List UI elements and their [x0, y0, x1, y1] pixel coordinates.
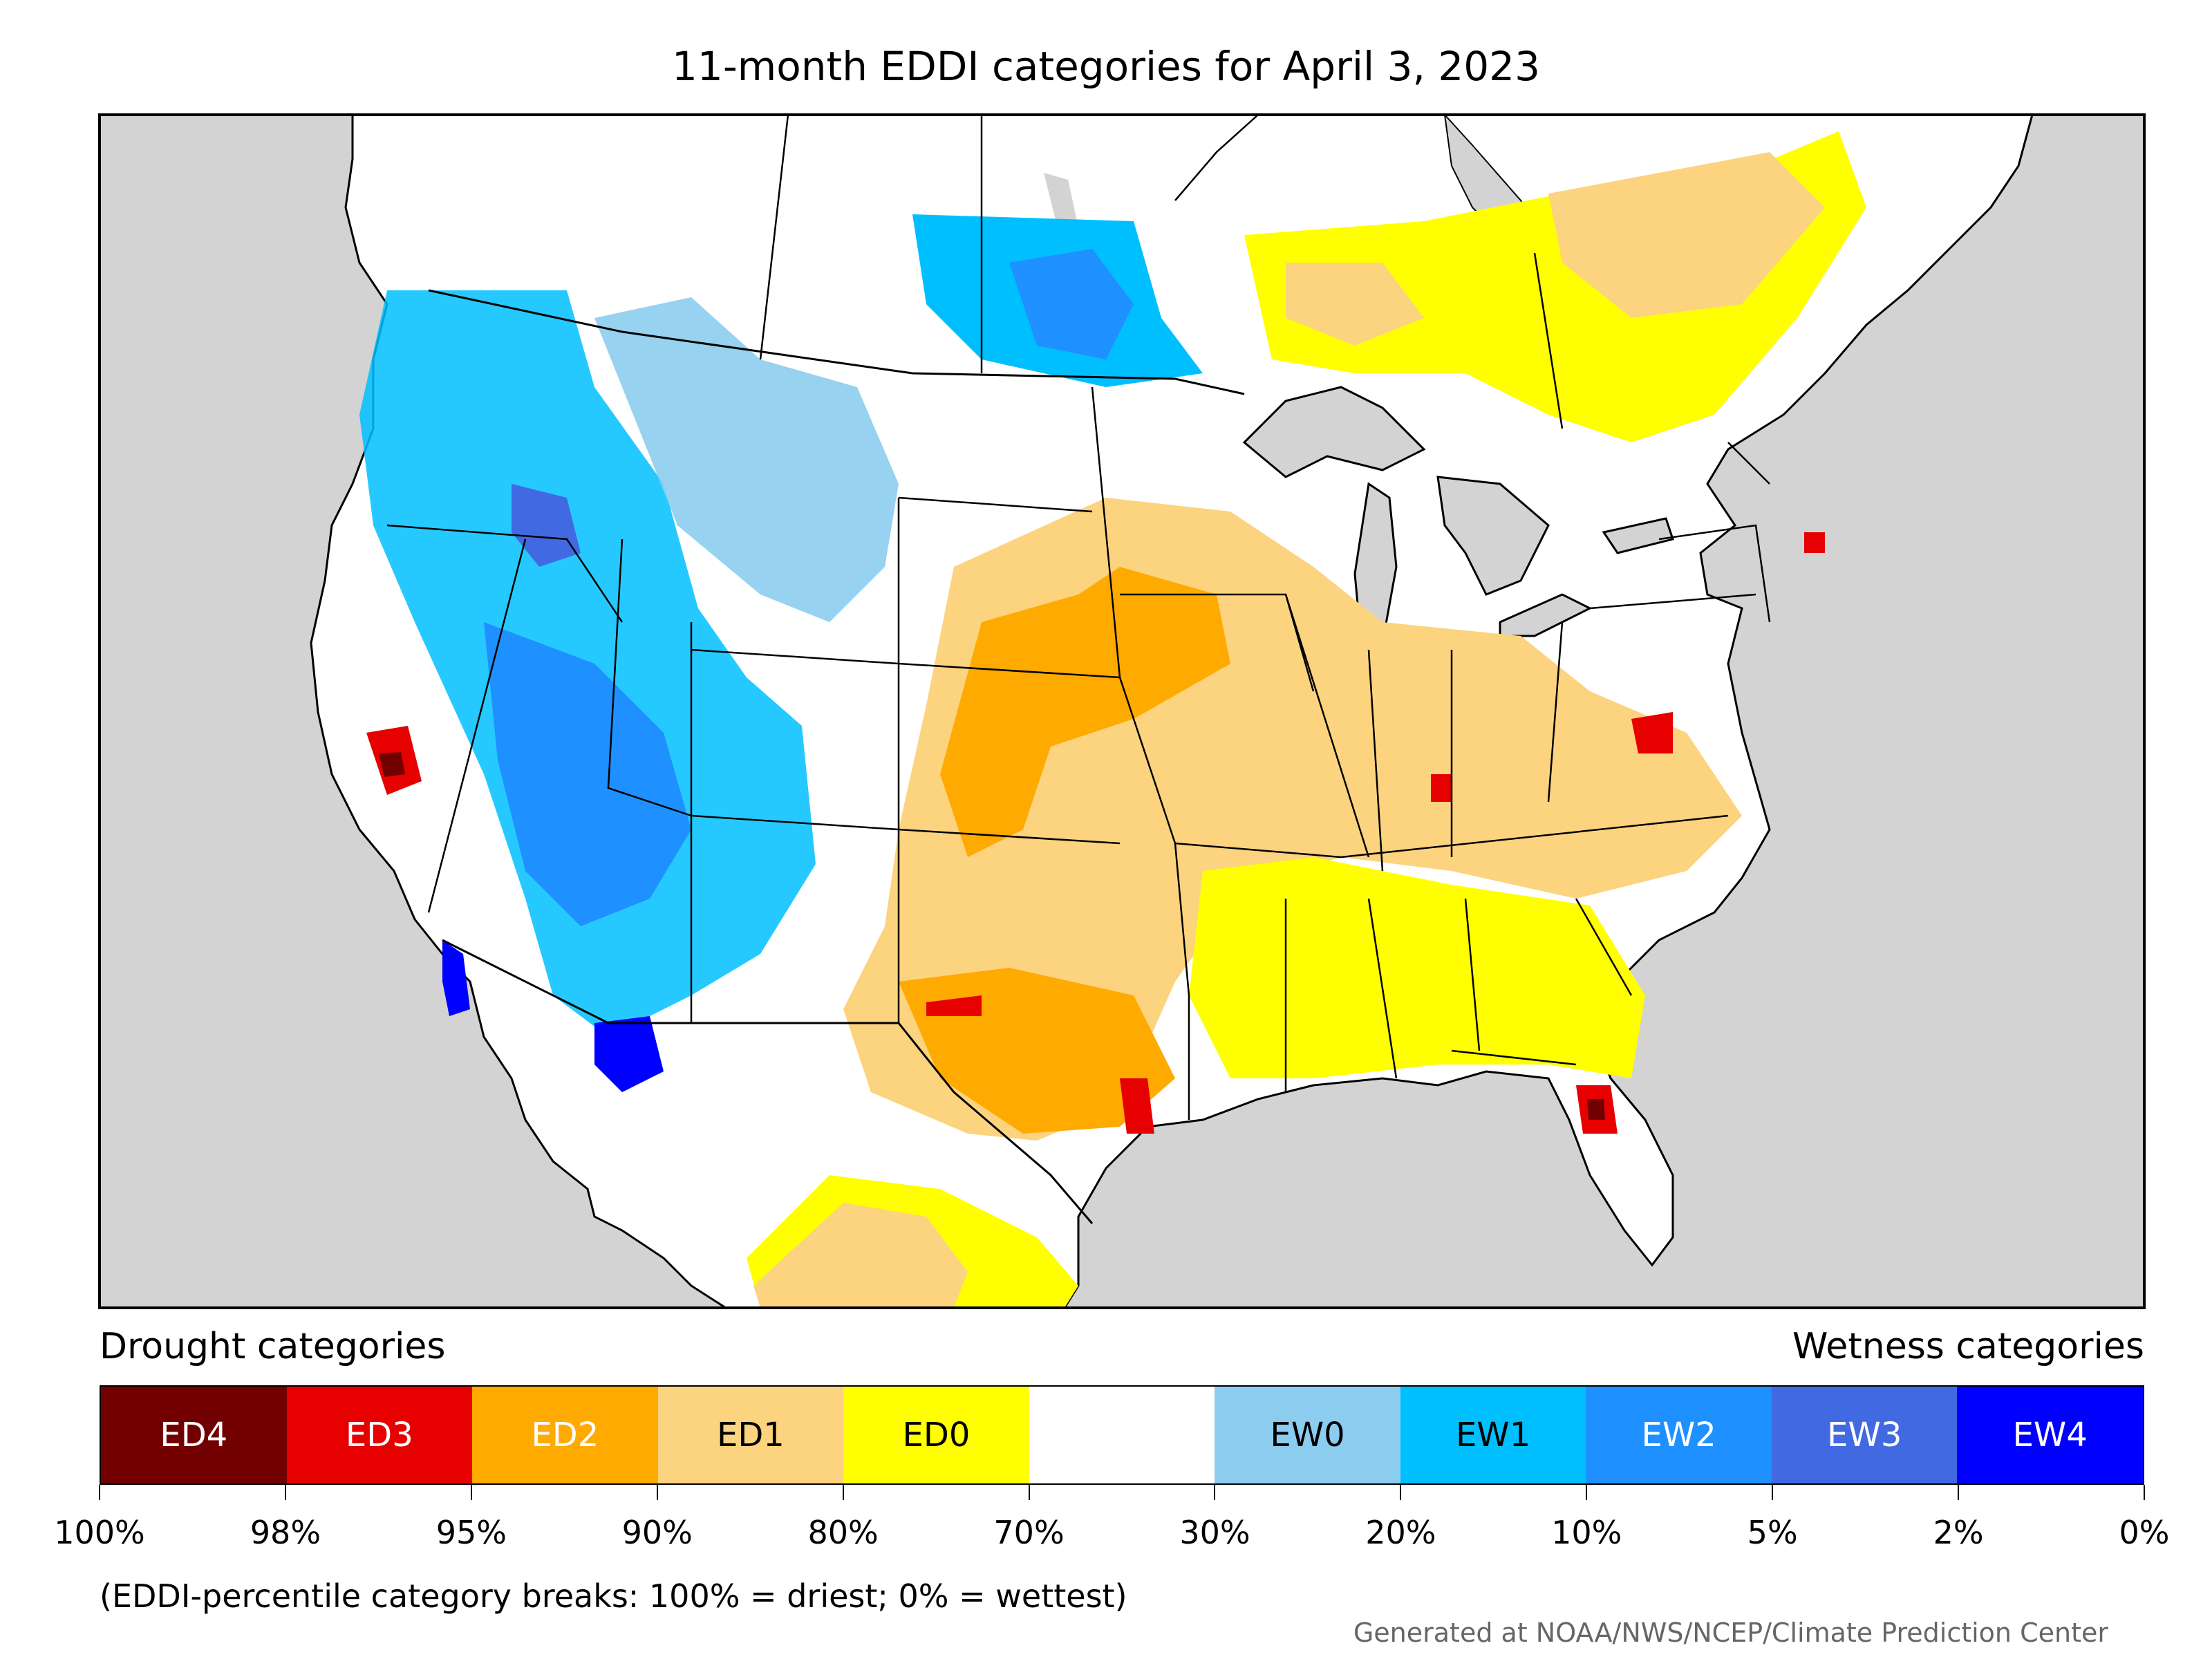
legend-tick-label: 70%: [993, 1514, 1065, 1551]
legend-tick: [470, 1485, 472, 1500]
us-mexico-border: [442, 939, 1094, 1224]
legend-tick: [1028, 1485, 1030, 1500]
legend-swatch: [1029, 1387, 1215, 1483]
legend-swatch: ED0: [843, 1387, 1029, 1483]
legend-tick: [284, 1485, 286, 1500]
legend-tick-label: 98%: [250, 1514, 321, 1551]
legend-tick: [1214, 1485, 1216, 1500]
map-frame: [98, 113, 2146, 1309]
region-ew3-oregon: [512, 484, 581, 567]
boundaries: [386, 114, 1771, 1224]
legend-swatch: EW1: [1400, 1387, 1586, 1483]
legend-tick: [99, 1485, 100, 1500]
wetness-categories-heading: Wetness categories: [1792, 1326, 2144, 1367]
legend-tick-label: 20%: [1365, 1514, 1436, 1551]
legend-tick-label: 5%: [1747, 1514, 1798, 1551]
region-ed3-kentucky: [1431, 774, 1452, 802]
canada-province-borders: [759, 114, 1770, 485]
legend-swatch: ED3: [286, 1387, 473, 1483]
region-ew4-arizona: [594, 1016, 664, 1092]
region-ed3-virginia: [1631, 712, 1673, 753]
legend-tick-label: 80%: [807, 1514, 879, 1551]
legend-tick: [656, 1485, 658, 1500]
legend-tick-label: 30%: [1179, 1514, 1250, 1551]
credit-line: Generated at NOAA/NWS/NCEP/Climate Predi…: [1353, 1618, 2108, 1648]
legend-swatch: EW2: [1586, 1387, 1772, 1483]
lake-superior: [1242, 386, 1426, 478]
region-ew2-basin: [484, 622, 691, 926]
region-ew0-west: [594, 297, 899, 622]
eddi-regions: [359, 131, 1866, 1308]
legend-tick-label: 2%: [1933, 1514, 1984, 1551]
region-ed0-east: [1189, 857, 1645, 1078]
legend-swatch: ED1: [657, 1387, 844, 1483]
region-ew4-bc: [442, 940, 470, 1016]
us-canada-border: [428, 289, 1245, 395]
legend-tick-label: 90%: [621, 1514, 693, 1551]
legend-tick-label: 95%: [435, 1514, 507, 1551]
legend-tick-label: 100%: [54, 1514, 145, 1551]
legend-tick: [2144, 1485, 2145, 1500]
legend-tick-label: 0%: [2119, 1514, 2170, 1551]
legend-tick: [1958, 1485, 1960, 1500]
legend-swatch: EW0: [1215, 1387, 1400, 1483]
lake-ontario: [1602, 517, 1674, 554]
legend-swatch: EW3: [1771, 1387, 1958, 1483]
legend-tick: [1586, 1485, 1588, 1500]
region-ed4-florida: [1587, 1099, 1605, 1120]
lake-huron: [1436, 476, 1550, 596]
region-ed4-california: [379, 752, 405, 777]
legend-tick-label: 10%: [1551, 1514, 1622, 1551]
region-ed1-mexico: [753, 1203, 968, 1308]
drought-categories-heading: Drought categories: [100, 1326, 446, 1367]
region-ed1-canada: [1286, 152, 1825, 346]
legend-swatch: ED4: [101, 1387, 287, 1483]
legend-tick: [842, 1485, 844, 1500]
region-ed3-texas: [926, 995, 1154, 1134]
legend-tick: [1400, 1485, 1402, 1500]
region-ew2-canada: [1009, 249, 1134, 359]
legend-swatch: ED2: [472, 1387, 658, 1483]
legend-colorbar: ED4 ED3 ED2 ED1 ED0 EW0 EW1 EW2 EW3 EW4: [100, 1385, 2144, 1485]
region-ed3-massachusetts: [1804, 532, 1825, 553]
legend-swatch: EW4: [1957, 1387, 2144, 1483]
map-title: 11-month EDDI categories for April 3, 20…: [672, 43, 1540, 90]
region-ed2-central: [940, 567, 1230, 857]
category-breaks-note: (EDDI-percentile category breaks: 100% =…: [100, 1577, 1127, 1615]
state-borders: [386, 386, 1771, 1120]
legend-tick: [1772, 1485, 1774, 1500]
